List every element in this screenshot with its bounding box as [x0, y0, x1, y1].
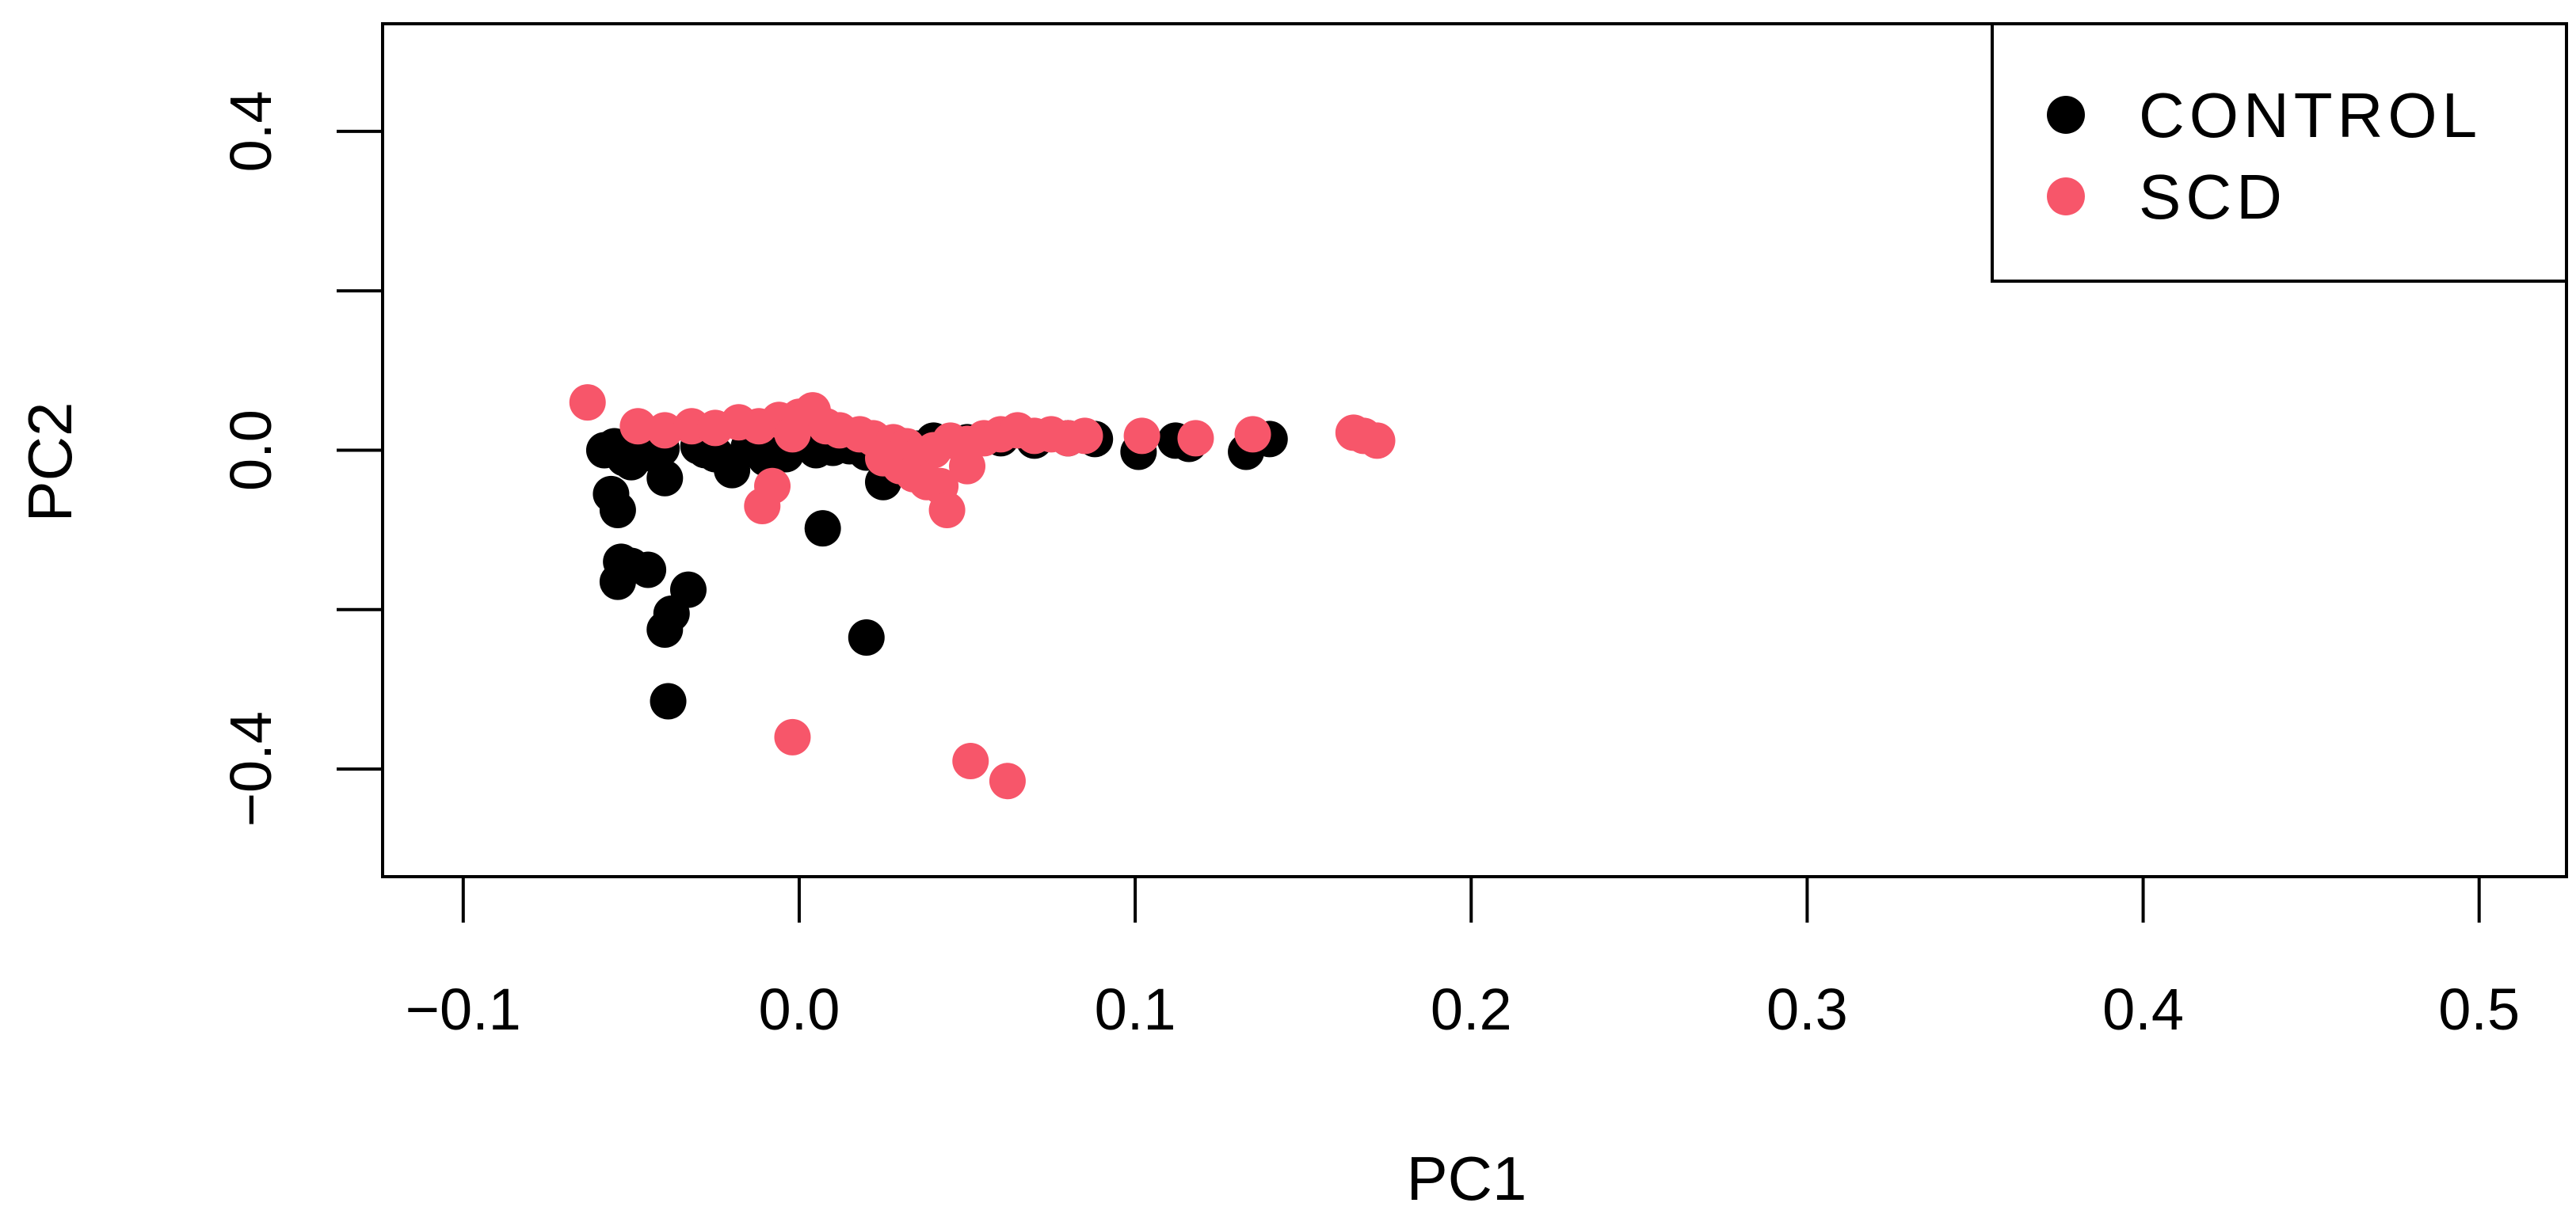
y-tick-label: 0.0	[218, 409, 284, 491]
data-point-control	[599, 491, 636, 528]
data-point-scd	[1177, 420, 1214, 457]
data-point-scd	[754, 467, 791, 504]
legend-label-control: CONTROL	[2139, 80, 2482, 150]
data-point-scd	[1358, 422, 1396, 459]
data-point-control	[848, 619, 885, 657]
x-axis: −0.1 0.0 0.1 0.2 0.3 0.4 0.5	[406, 875, 2520, 1042]
data-point-scd	[928, 491, 966, 528]
data-point-scd	[646, 412, 684, 449]
y-axis-label: PC2	[15, 402, 85, 523]
data-point-control	[650, 683, 687, 720]
y-axis: −0.4 0.0 0.4	[218, 90, 384, 827]
y-tick-label: −0.4	[218, 711, 284, 827]
data-point-scd	[569, 384, 606, 421]
data-point-control	[630, 551, 667, 588]
data-point-control	[646, 611, 684, 648]
data-point-scd	[1066, 417, 1103, 455]
data-point-control	[599, 563, 636, 600]
x-tick-label: 0.5	[2438, 976, 2520, 1042]
data-point-scd	[774, 416, 811, 453]
data-point-scd	[774, 718, 811, 756]
data-point-scd	[1234, 416, 1271, 453]
data-point-scd	[1123, 417, 1160, 455]
data-point-scd	[952, 743, 989, 780]
x-tick-label: 0.0	[759, 976, 840, 1042]
x-tick-label: 0.1	[1095, 976, 1176, 1042]
x-axis-label: PC1	[1407, 1144, 1527, 1213]
data-point-control	[646, 459, 684, 497]
legend-marker-control	[2047, 96, 2085, 134]
x-tick-label: 0.4	[2102, 976, 2184, 1042]
data-point-scd	[949, 447, 986, 485]
x-tick-label: −0.1	[406, 976, 521, 1042]
legend: CONTROL SCD	[1991, 22, 2568, 283]
x-tick-label: 0.2	[1431, 976, 1512, 1042]
legend-marker-scd	[2047, 177, 2085, 215]
data-point-control	[804, 510, 841, 547]
legend-label-scd: SCD	[2139, 162, 2287, 232]
series-scd	[569, 384, 1396, 800]
data-point-scd	[619, 408, 657, 445]
y-tick-label: 0.4	[218, 90, 284, 172]
points-layer	[569, 384, 1396, 800]
legend-box	[1991, 22, 2568, 283]
data-point-scd	[864, 440, 901, 477]
data-point-scd	[989, 763, 1026, 800]
x-tick-label: 0.3	[1766, 976, 1848, 1042]
